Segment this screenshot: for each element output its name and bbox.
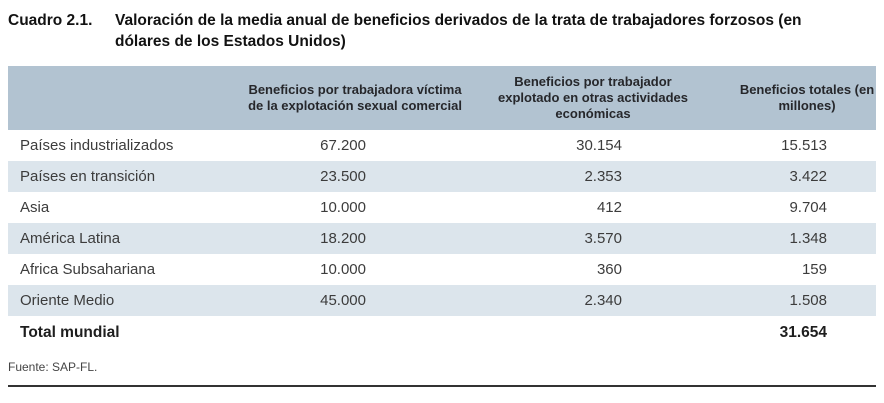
region-cell: Países en transición bbox=[8, 161, 238, 192]
other-value-cell: 360 bbox=[472, 254, 708, 285]
sexual-value-cell: 45.000 bbox=[238, 285, 472, 316]
total-value-cell: 15.513 bbox=[708, 130, 876, 161]
table-row: Africa Subsahariana 10.000 360 159 bbox=[8, 254, 876, 285]
bottom-rule bbox=[8, 385, 876, 387]
header-other-activities: Beneficios por trabajador explotado en o… bbox=[472, 66, 708, 130]
other-value-cell: 3.570 bbox=[472, 223, 708, 254]
total-value-cell: 9.704 bbox=[708, 192, 876, 223]
total-row-empty-cell bbox=[472, 316, 708, 349]
table-header: Beneficios por trabajadora víctima de la… bbox=[8, 66, 876, 130]
total-row-value: 31.654 bbox=[708, 316, 876, 349]
total-value-cell: 1.348 bbox=[708, 223, 876, 254]
region-cell: Asia bbox=[8, 192, 238, 223]
region-cell: Africa Subsahariana bbox=[8, 254, 238, 285]
header-total-benefits-label: Beneficios totales (en millones) bbox=[739, 82, 875, 113]
total-row: Total mundial 31.654 bbox=[8, 316, 876, 349]
total-value-cell: 159 bbox=[708, 254, 876, 285]
other-value-cell: 412 bbox=[472, 192, 708, 223]
sexual-value-cell: 18.200 bbox=[238, 223, 472, 254]
table-row: Países industrializados 67.200 30.154 15… bbox=[8, 130, 876, 161]
header-other-activities-label: Beneficios por trabajador explotado en o… bbox=[497, 74, 688, 121]
header-total-benefits: Beneficios totales (en millones) bbox=[708, 66, 876, 130]
header-sexual-exploitation: Beneficios por trabajadora víctima de la… bbox=[238, 66, 472, 130]
header-sexual-exploitation-label: Beneficios por trabajadora víctima de la… bbox=[248, 82, 462, 113]
sexual-value-cell: 67.200 bbox=[238, 130, 472, 161]
region-cell: Países industrializados bbox=[8, 130, 238, 161]
header-row: Beneficios por trabajadora víctima de la… bbox=[8, 66, 876, 130]
sexual-value-cell: 10.000 bbox=[238, 192, 472, 223]
total-row-label: Total mundial bbox=[8, 316, 238, 349]
sexual-value-cell: 10.000 bbox=[238, 254, 472, 285]
other-value-cell: 30.154 bbox=[472, 130, 708, 161]
table-title-text: Valoración de la media anual de benefici… bbox=[115, 12, 802, 50]
region-cell: América Latina bbox=[8, 223, 238, 254]
source-note: Fuente: SAP-FL. bbox=[8, 360, 98, 374]
benefits-table: Beneficios por trabajadora víctima de la… bbox=[8, 66, 876, 349]
table-row: Países en transición 23.500 2.353 3.422 bbox=[8, 161, 876, 192]
table-row: América Latina 18.200 3.570 1.348 bbox=[8, 223, 876, 254]
total-value-cell: 1.508 bbox=[708, 285, 876, 316]
sexual-value-cell: 23.500 bbox=[238, 161, 472, 192]
region-cell: Oriente Medio bbox=[8, 285, 238, 316]
table-number-label: Cuadro 2.1. bbox=[8, 12, 93, 29]
table-body: Países industrializados 67.200 30.154 15… bbox=[8, 130, 876, 349]
table-title: Cuadro 2.1. Valoración de la media anual… bbox=[0, 0, 884, 52]
total-value-cell: 3.422 bbox=[708, 161, 876, 192]
table-row: Oriente Medio 45.000 2.340 1.508 bbox=[8, 285, 876, 316]
total-row-empty-cell bbox=[238, 316, 472, 349]
header-region bbox=[8, 66, 238, 130]
other-value-cell: 2.353 bbox=[472, 161, 708, 192]
table-row: Asia 10.000 412 9.704 bbox=[8, 192, 876, 223]
other-value-cell: 2.340 bbox=[472, 285, 708, 316]
